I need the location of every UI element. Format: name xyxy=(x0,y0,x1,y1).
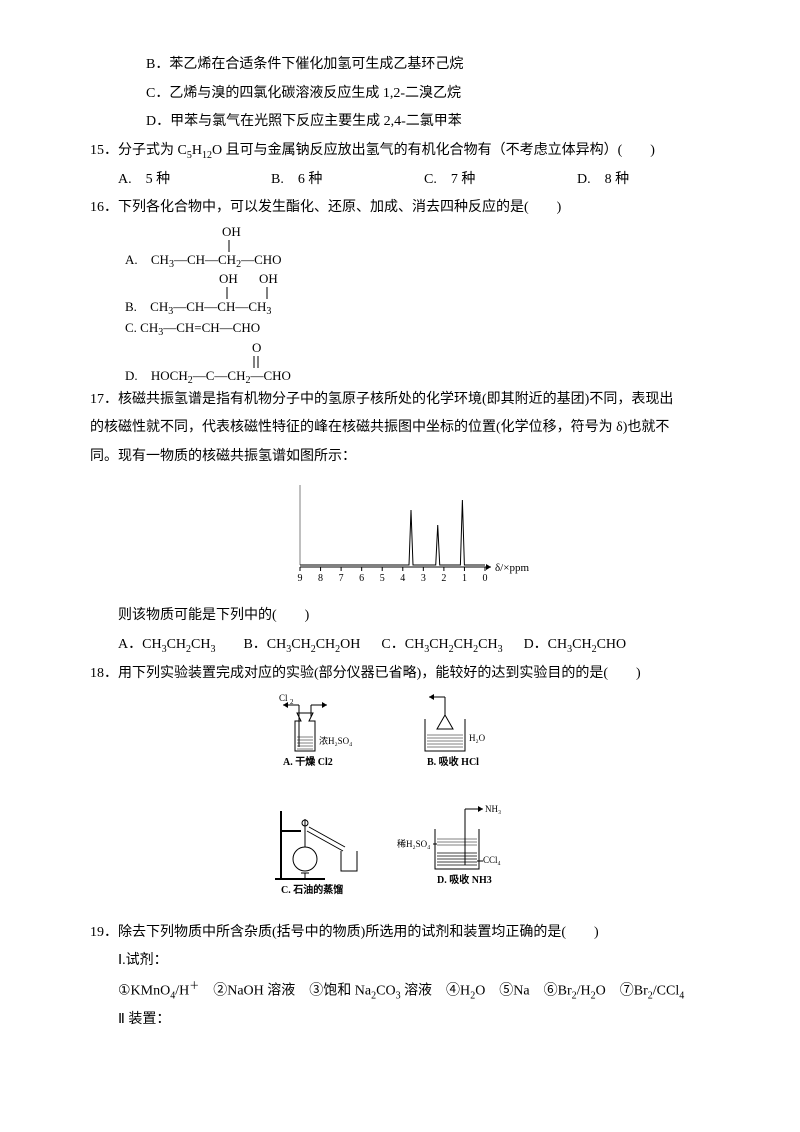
svg-text:5: 5 xyxy=(380,573,385,584)
q17-after: 则该物质可能是下列中的( ) xyxy=(90,603,730,630)
q17-opts: A．CH3CH2CH3 B．CH3CH2CH2OH C．CH3CH2CH2CH3… xyxy=(90,632,730,659)
svg-text:3: 3 xyxy=(421,573,426,584)
svg-text:1: 1 xyxy=(462,573,467,584)
svg-text:B. 吸收 HCl: B. 吸收 HCl xyxy=(427,755,479,768)
q19-sec1: Ⅰ.试剂： xyxy=(90,948,730,975)
q15-opts: A. 5 种 B. 6 种 C. 7 种 D. 8 种 xyxy=(90,167,730,194)
q16: 16． 下列各化合物中，可以发生酯化、还原、加成、消去四种反应的是( ) xyxy=(90,195,730,222)
q16-struct-b: OH OH B. CH3—CH—CH—CH3 xyxy=(125,271,345,316)
q19-sec2: Ⅱ 装置： xyxy=(90,1007,730,1034)
svg-text:2: 2 xyxy=(290,698,294,706)
svg-text:NH₃: NH₃ xyxy=(485,804,501,814)
q15-c: C. 7 种 xyxy=(424,167,577,194)
q19-reagents: ①KMnO4/H＋ ②NaOH 溶液 ③饱和 Na2CO3 溶液 ④H2O ⑤N… xyxy=(90,977,730,1005)
q17-p2: 的核磁性就不同，代表核磁性特征的峰在核磁共振图中坐标的位置(化学位移，符号为 δ… xyxy=(90,415,730,442)
q16-struct-a: OH A. CH3—CH—CH2—CHO xyxy=(125,224,345,269)
svg-text:9: 9 xyxy=(298,573,303,584)
opt-c: C．乙烯与溴的四氯化碳溶液反应生成 1,2-二溴乙烷 xyxy=(90,81,730,108)
q15: 15． 分子式为 C5H12O 且可与金属钠反应放出氢气的有机化合物有（不考虑立… xyxy=(90,138,730,165)
svg-text:O: O xyxy=(252,340,261,355)
q19: 19． 除去下列物质中所含杂质(括号中的物质)所选用的试剂和装置均正确的是( ) xyxy=(90,920,730,947)
q16-struct-d: O D. HOCH2—C—CH2—CHO xyxy=(125,340,385,385)
svg-text:7: 7 xyxy=(339,573,344,584)
svg-text:4: 4 xyxy=(400,573,405,584)
svg-text:A. CH3—CH—CH2—CHO: A. CH3—CH—CH2—CHO xyxy=(125,252,282,269)
q17-p3: 同。现有一物质的核磁共振氢谱如图所示： xyxy=(90,444,730,471)
q15-a: A. 5 种 xyxy=(118,167,271,194)
svg-text:0: 0 xyxy=(483,573,488,584)
svg-text:浓H₂SO₄: 浓H₂SO₄ xyxy=(319,736,352,746)
svg-text:Cl: Cl xyxy=(279,693,288,703)
svg-text:D. 吸收 NH3: D. 吸收 NH3 xyxy=(437,873,492,886)
q17-p1: 17．核磁共振氢谱是指有机物分子中的氢原子核所处的化学环境(即其附近的基团)不同… xyxy=(90,387,730,414)
svg-text:C. CH3—CH=CH—CHO: C. CH3—CH=CH—CHO xyxy=(125,320,260,338)
svg-text:B. CH3—CH—CH—CH3: B. CH3—CH—CH—CH3 xyxy=(125,299,271,316)
svg-text:CCl₄: CCl₄ xyxy=(483,855,501,865)
q15-b: B. 6 种 xyxy=(271,167,424,194)
svg-text:2: 2 xyxy=(441,573,446,584)
opt-b: B．苯乙烯在合适条件下催化加氢可生成乙基环己烷 xyxy=(90,52,730,79)
svg-text:A. 干燥 Cl2: A. 干燥 Cl2 xyxy=(283,755,333,768)
svg-text:HCl: HCl xyxy=(427,693,443,695)
svg-text:稀H₂SO₄: 稀H₂SO₄ xyxy=(397,838,430,849)
svg-text:8: 8 xyxy=(318,573,323,584)
svg-text:OH: OH xyxy=(259,271,278,286)
svg-text:δ/×ppm: δ/×ppm xyxy=(495,562,529,574)
svg-text:H₂O: H₂O xyxy=(469,733,486,743)
q15-d: D. 8 种 xyxy=(577,167,730,194)
svg-text:D. HOCH2—C—CH2—CHO: D. HOCH2—C—CH2—CHO xyxy=(125,368,291,385)
nmr-spectrum: 9 8 7 6 5 4 3 2 1 0 δ/×ppm xyxy=(90,477,730,598)
apparatus-diagrams: Cl2 浓H₂SO₄ A. 干燥 Cl2 HCl H₂O B. 吸收 HCl C. 石油的蒸… xyxy=(90,693,730,914)
q18: 18． 用下列实验装置完成对应的实验(部分仪器已省略)，能较好的达到实验目的的是… xyxy=(90,661,730,688)
svg-text:OH: OH xyxy=(222,224,241,239)
svg-text:OH: OH xyxy=(219,271,238,286)
q16-struct-c: C. CH3—CH=CH—CHO xyxy=(125,318,345,338)
opt-d: D．甲苯与氯气在光照下反应主要生成 2,4-二氯甲苯 xyxy=(90,109,730,136)
svg-text:C. 石油的蒸馏: C. 石油的蒸馏 xyxy=(281,883,343,896)
svg-text:6: 6 xyxy=(359,573,364,584)
